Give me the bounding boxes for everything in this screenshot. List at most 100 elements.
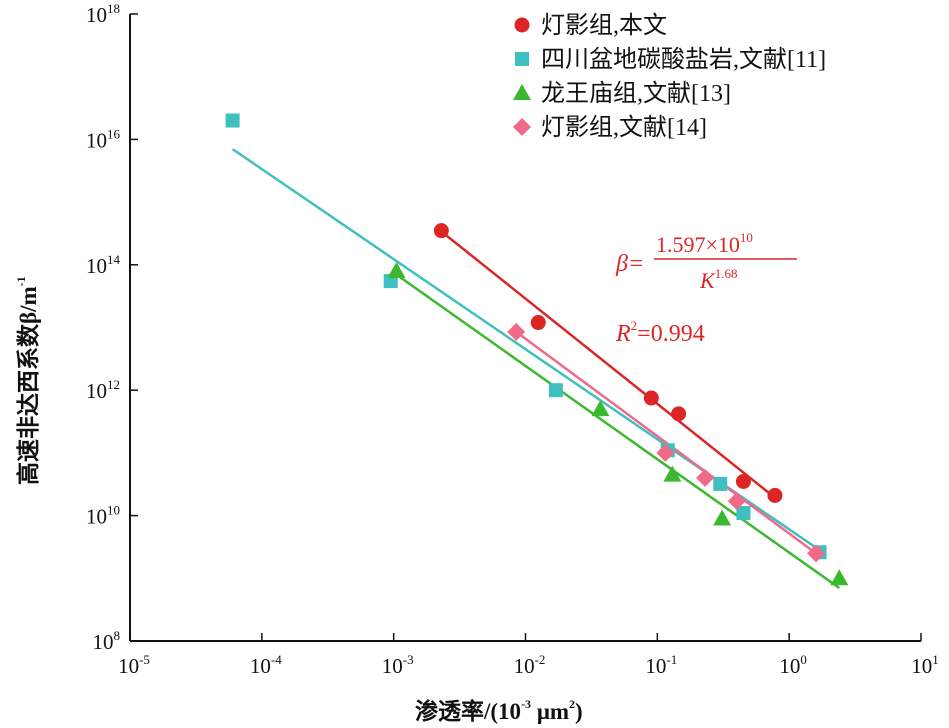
y-tick-label-2-exp: 12 — [107, 377, 120, 392]
data-point-series-3-1 — [656, 443, 675, 462]
x-tick-label-6-exp: 1 — [932, 652, 939, 667]
r2-label: R — [615, 321, 631, 347]
x-tick-label-1-exp: -4 — [271, 652, 282, 667]
y-tick-label-3-exp: 14 — [107, 252, 121, 267]
y-tick-label-1-exp: 10 — [107, 503, 120, 518]
x-tick-label-0-base: 10 — [118, 654, 139, 678]
data-point-series-0-5 — [767, 487, 783, 503]
legend-marker-0 — [514, 17, 530, 33]
data-point-series-0-1 — [530, 315, 546, 331]
x-tick-label-6: 101 — [911, 652, 939, 678]
equation-denominator-exponent: 1.68 — [715, 266, 738, 281]
data-point-series-2-3 — [713, 509, 732, 526]
y-tick-label-1-base: 10 — [86, 505, 107, 529]
data-point-series-0-4 — [735, 473, 751, 489]
equation-numerator-exponent: 10 — [740, 230, 753, 245]
series-3-markers — [507, 322, 826, 563]
svg-text:R2=0.994: R2=0.994 — [615, 318, 705, 347]
fit-lines — [231, 148, 841, 590]
data-point-series-2-2 — [663, 465, 682, 482]
data-point-series-2-0 — [387, 261, 406, 278]
y-tick-label-2-base: 10 — [86, 379, 107, 403]
axes — [129, 14, 921, 642]
x-axis-label-exp: -3 — [521, 697, 531, 711]
x-axis-label-unit-exp: 2 — [569, 697, 575, 711]
x-tick-label-1-base: 10 — [250, 654, 271, 678]
y-tick-label-0-base: 10 — [93, 630, 114, 654]
svg-text:K1.68: K1.68 — [699, 266, 737, 293]
x-tick-label-4: 10-1 — [645, 652, 677, 678]
y-tick-label-0: 108 — [93, 628, 121, 654]
markers — [225, 113, 849, 586]
data-point-series-1-0 — [225, 113, 240, 128]
data-point-series-2-4 — [830, 569, 849, 586]
svg-text:1.597×1010: 1.597×1010 — [656, 230, 753, 257]
y-tick-label-3-base: 10 — [86, 254, 107, 278]
y-tick-label-0-exp: 8 — [114, 628, 121, 643]
x-tick-label-5-base: 10 — [779, 654, 800, 678]
series-0-markers — [433, 223, 783, 503]
x-axis-label-close: ) — [575, 699, 583, 724]
x-tick-label-5-exp: 0 — [800, 652, 807, 667]
y-tick-label-2: 1012 — [86, 377, 120, 403]
x-tick-label-0-exp: -5 — [139, 652, 150, 667]
y-tick-label-4-base: 10 — [86, 128, 107, 152]
y-tick-label-5-exp: 18 — [107, 1, 120, 16]
equation-denominator: K — [699, 268, 716, 293]
x-tick-label-5: 100 — [779, 652, 807, 678]
y-axis-label: 高速非达西系数β/m-1 — [14, 276, 41, 485]
x-tick-label-4-base: 10 — [645, 654, 666, 678]
data-point-series-1-2 — [548, 383, 563, 398]
x-tick-label-4-exp: -1 — [666, 652, 677, 667]
legend-label-3: 灯影组,文献[14] — [541, 114, 707, 141]
x-tick-label-2-exp: -3 — [403, 652, 414, 667]
fit-line-series-3 — [515, 330, 817, 555]
legend-marker-3 — [513, 118, 531, 136]
data-point-series-0-3 — [671, 406, 687, 422]
x-tick-label-6-base: 10 — [911, 654, 932, 678]
y-tick-label-4: 1016 — [86, 126, 121, 152]
r2-value: =0.994 — [637, 321, 705, 347]
fit-line-series-0 — [440, 230, 778, 500]
x-axis-label-main: 渗透率/(10 — [415, 698, 521, 724]
y-tick-label-5: 1018 — [86, 1, 120, 27]
data-point-series-2-1 — [591, 400, 610, 417]
y-tick-label-1: 1010 — [86, 503, 120, 529]
data-point-series-3-4 — [807, 544, 826, 563]
x-tick-label-3: 10-2 — [514, 652, 546, 678]
data-point-series-1-5 — [736, 506, 751, 521]
y-axis-label-exp: -1 — [14, 276, 28, 286]
x-axis-label: 渗透率/(10-3 μm2) — [415, 697, 583, 724]
y-tick-label-3: 1014 — [86, 252, 121, 278]
x-tick-label-3-exp: -2 — [535, 652, 546, 667]
legend-label-2: 龙王庙组,文献[13] — [541, 80, 731, 107]
y-tick-label-5-base: 10 — [86, 3, 107, 27]
x-axis-label-unit: μm — [531, 699, 569, 724]
fit-line-series-2 — [392, 271, 841, 590]
data-point-series-0-0 — [433, 223, 449, 239]
legend-label-0: 灯影组,本文 — [541, 12, 667, 39]
r2-exponent: 2 — [631, 318, 638, 333]
data-point-series-3-2 — [696, 468, 715, 487]
y-tick-label-4-exp: 16 — [107, 126, 121, 141]
equation-symbol: β= — [615, 251, 644, 277]
legend-marker-2 — [513, 84, 531, 100]
series-2-markers — [387, 261, 849, 586]
x-tick-label-2: 10-3 — [382, 652, 414, 678]
legend-marker-1 — [515, 52, 529, 66]
x-tick-label-1: 10-4 — [250, 652, 282, 678]
y-axis-label-main: 高速非达西系数β/m — [15, 286, 41, 485]
data-point-series-0-2 — [643, 390, 659, 406]
ticks: 10-5 10-4 10-3 10-2 10-1 100 10110810101012101… — [86, 1, 939, 678]
data-point-series-3-0 — [507, 322, 526, 341]
x-tick-label-2-base: 10 — [382, 654, 403, 678]
fit-equation: β= 1.597×1010 K1.68 R2=0.994 — [615, 230, 797, 347]
svg-text:β=: β= — [615, 251, 644, 277]
equation-numerator: 1.597×10 — [656, 232, 740, 257]
x-tick-label-3-base: 10 — [514, 654, 535, 678]
x-tick-label-0: 10-5 — [118, 652, 150, 678]
data-point-series-3-3 — [727, 492, 746, 511]
data-point-series-1-4 — [713, 476, 728, 491]
